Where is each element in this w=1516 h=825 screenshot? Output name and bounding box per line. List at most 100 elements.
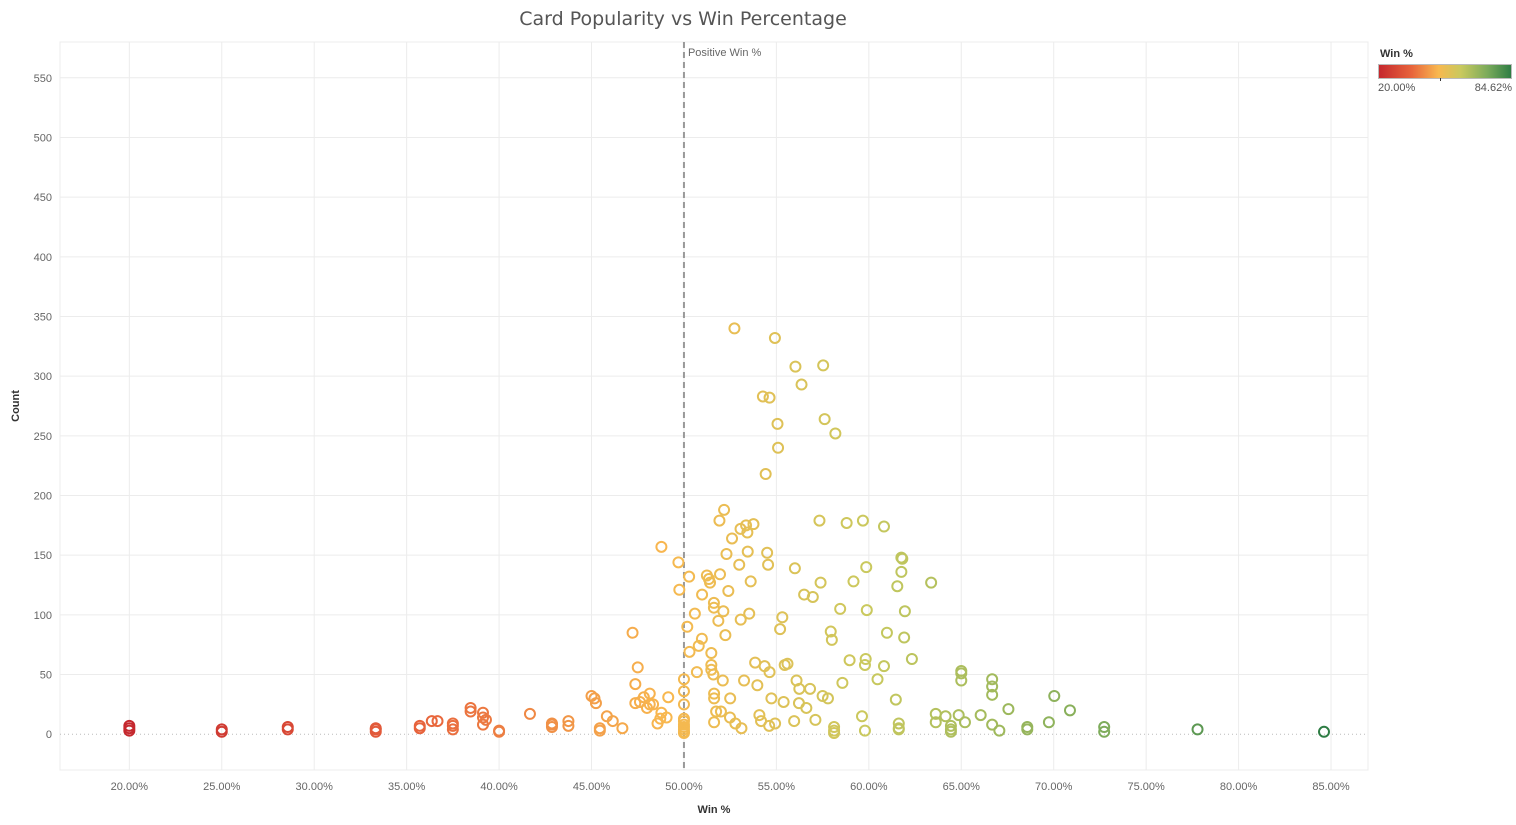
data-point[interactable] bbox=[781, 657, 794, 670]
data-point[interactable] bbox=[712, 614, 725, 627]
data-point[interactable] bbox=[763, 391, 776, 404]
data-point[interactable] bbox=[734, 613, 747, 626]
data-point[interactable] bbox=[788, 562, 801, 575]
data-point[interactable] bbox=[476, 706, 489, 719]
data-point[interactable] bbox=[774, 623, 787, 636]
data-point[interactable] bbox=[660, 711, 673, 724]
data-point[interactable] bbox=[626, 626, 639, 639]
data-point[interactable] bbox=[905, 653, 918, 666]
data-point[interactable] bbox=[1021, 721, 1034, 734]
data-point[interactable] bbox=[892, 723, 905, 736]
data-point[interactable] bbox=[789, 360, 802, 373]
data-point[interactable] bbox=[724, 692, 737, 705]
data-point[interactable] bbox=[877, 660, 890, 673]
data-point[interactable] bbox=[834, 602, 847, 615]
data-point[interactable] bbox=[763, 666, 776, 679]
data-point[interactable] bbox=[589, 697, 602, 710]
data-point[interactable] bbox=[871, 673, 884, 686]
data-point[interactable] bbox=[741, 545, 754, 558]
data-point[interactable] bbox=[929, 716, 942, 729]
data-point[interactable] bbox=[726, 532, 739, 545]
data-point[interactable] bbox=[825, 633, 838, 646]
data-point[interactable] bbox=[446, 717, 459, 730]
data-point[interactable] bbox=[493, 724, 506, 737]
data-point[interactable] bbox=[643, 687, 656, 700]
data-point[interactable] bbox=[858, 658, 871, 671]
data-points[interactable] bbox=[123, 322, 1330, 740]
data-point[interactable] bbox=[677, 673, 690, 686]
data-point[interactable] bbox=[720, 547, 733, 560]
data-point[interactable] bbox=[759, 468, 772, 481]
data-point[interactable] bbox=[896, 552, 909, 565]
data-point[interactable] bbox=[281, 721, 294, 734]
data-point[interactable] bbox=[1048, 690, 1061, 703]
data-point[interactable] bbox=[425, 715, 438, 728]
data-point[interactable] bbox=[818, 413, 831, 426]
data-point[interactable] bbox=[768, 331, 781, 344]
data-point[interactable] bbox=[855, 710, 868, 723]
data-point[interactable] bbox=[718, 503, 731, 516]
data-point[interactable] bbox=[708, 716, 721, 729]
data-point[interactable] bbox=[683, 645, 696, 658]
data-point[interactable] bbox=[765, 692, 778, 705]
data-point[interactable] bbox=[986, 673, 999, 686]
data-point[interactable] bbox=[993, 724, 1006, 737]
data-point[interactable] bbox=[708, 687, 721, 700]
data-point[interactable] bbox=[446, 723, 459, 736]
data-point[interactable] bbox=[747, 518, 760, 531]
data-point[interactable] bbox=[821, 692, 834, 705]
data-point[interactable] bbox=[479, 713, 492, 726]
data-point[interactable] bbox=[955, 664, 968, 677]
color-legend[interactable]: Win % 20.00% 84.62% bbox=[1378, 48, 1514, 94]
data-point[interactable] bbox=[840, 516, 853, 529]
data-point[interactable] bbox=[722, 584, 735, 597]
data-point[interactable] bbox=[710, 705, 723, 718]
data-point[interactable] bbox=[562, 719, 575, 732]
data-point[interactable] bbox=[986, 680, 999, 693]
data-point[interactable] bbox=[672, 556, 685, 569]
data-point[interactable] bbox=[1317, 725, 1330, 738]
data-point[interactable] bbox=[431, 715, 444, 728]
data-point[interactable] bbox=[847, 575, 860, 588]
data-point[interactable] bbox=[740, 519, 753, 532]
data-point[interactable] bbox=[562, 715, 575, 728]
data-point[interactable] bbox=[986, 688, 999, 701]
data-point[interactable] bbox=[858, 724, 871, 737]
data-point[interactable] bbox=[735, 722, 748, 735]
data-point[interactable] bbox=[717, 605, 730, 618]
data-point[interactable] bbox=[688, 607, 701, 620]
data-point[interactable] bbox=[464, 705, 477, 718]
data-point[interactable] bbox=[593, 722, 606, 735]
data-point[interactable] bbox=[654, 712, 667, 725]
data-point[interactable] bbox=[939, 710, 952, 723]
data-point[interactable] bbox=[763, 719, 776, 732]
data-point[interactable] bbox=[1063, 704, 1076, 717]
data-point[interactable] bbox=[800, 701, 813, 714]
data-point[interactable] bbox=[708, 692, 721, 705]
data-point[interactable] bbox=[804, 682, 817, 695]
data-point[interactable] bbox=[705, 647, 718, 660]
data-point[interactable] bbox=[892, 717, 905, 730]
data-point[interactable] bbox=[806, 590, 819, 603]
data-point[interactable] bbox=[1098, 721, 1111, 734]
data-point[interactable] bbox=[809, 713, 822, 726]
data-point[interactable] bbox=[1191, 723, 1204, 736]
data-point[interactable] bbox=[629, 678, 642, 691]
data-point[interactable] bbox=[856, 514, 869, 527]
data-point[interactable] bbox=[677, 685, 690, 698]
data-point[interactable] bbox=[413, 719, 426, 732]
data-point[interactable] bbox=[843, 654, 856, 667]
data-point[interactable] bbox=[813, 514, 826, 527]
data-point[interactable] bbox=[464, 701, 477, 714]
data-point[interactable] bbox=[860, 561, 873, 574]
data-point[interactable] bbox=[655, 540, 668, 553]
data-point[interactable] bbox=[952, 709, 965, 722]
data-point[interactable] bbox=[889, 693, 902, 706]
data-point[interactable] bbox=[828, 721, 841, 734]
data-point[interactable] bbox=[683, 570, 696, 583]
data-point[interactable] bbox=[719, 629, 732, 642]
data-point[interactable] bbox=[695, 632, 708, 645]
data-point[interactable] bbox=[944, 719, 957, 732]
data-point[interactable] bbox=[753, 709, 766, 722]
data-point[interactable] bbox=[836, 676, 849, 689]
